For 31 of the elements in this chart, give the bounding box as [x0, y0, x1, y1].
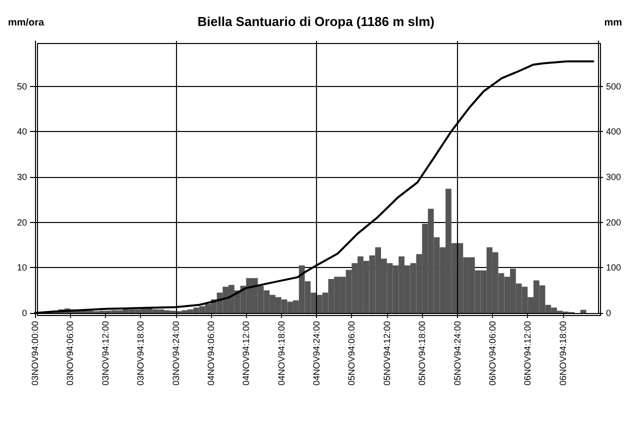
text: 03NOV94:24:00 — [170, 321, 181, 386]
x-tick-label: 03NOV94:12:00 — [100, 321, 110, 386]
x-tick-label: 05NOV94:18:00 — [417, 321, 428, 386]
x-tick-label: 06NOV94:18:00 — [558, 321, 568, 386]
y2-axis-title: mm — [604, 18, 622, 28]
x-tick-label: 04NOV94:18:00 — [276, 321, 286, 386]
y2-tick-label: 300 — [606, 172, 622, 182]
x-tick-label: 04NOV94:06:00 — [206, 321, 216, 386]
y-tick-label: 0 — [22, 308, 27, 318]
chart-title: Biella Santuario di Oropa (1186 m slm) — [198, 14, 434, 29]
y-tick-label: 20 — [16, 217, 27, 228]
x-tick-label: 04NOV94:12:00 — [241, 321, 252, 386]
text: 04NOV94:24:00 — [312, 321, 322, 386]
y-tick-label: 50 — [16, 81, 27, 92]
x-tick-label: 05NOV94:12:00 — [382, 321, 392, 386]
y-tick-label: 30 — [16, 172, 27, 182]
y2-tick-label: 400 — [606, 126, 622, 137]
x-tick-label: 06NOV94:06:00 — [487, 321, 498, 386]
x-tick-label: 03NOV94:18:00 — [136, 321, 146, 386]
x-tick-label: 06NOV94:12:00 — [522, 321, 533, 386]
x-tick-label: 05NOV94:06:00 — [346, 321, 357, 386]
y2-tick-label: 200 — [606, 217, 622, 228]
y-axis-title: mm/ora — [8, 18, 45, 28]
x-tick-label: 03NOV94:00:00 — [30, 321, 40, 386]
text: 05NOV94:24:00 — [452, 321, 462, 386]
y2-tick-label: 0 — [606, 308, 612, 318]
x-tick-label: 03NOV94:06:00 — [65, 321, 76, 386]
y-tick-label: 10 — [16, 262, 27, 273]
y2-tick-label: 500 — [606, 81, 622, 92]
y2-tick-label: 100 — [606, 262, 622, 273]
y-tick-label: 40 — [16, 126, 27, 137]
